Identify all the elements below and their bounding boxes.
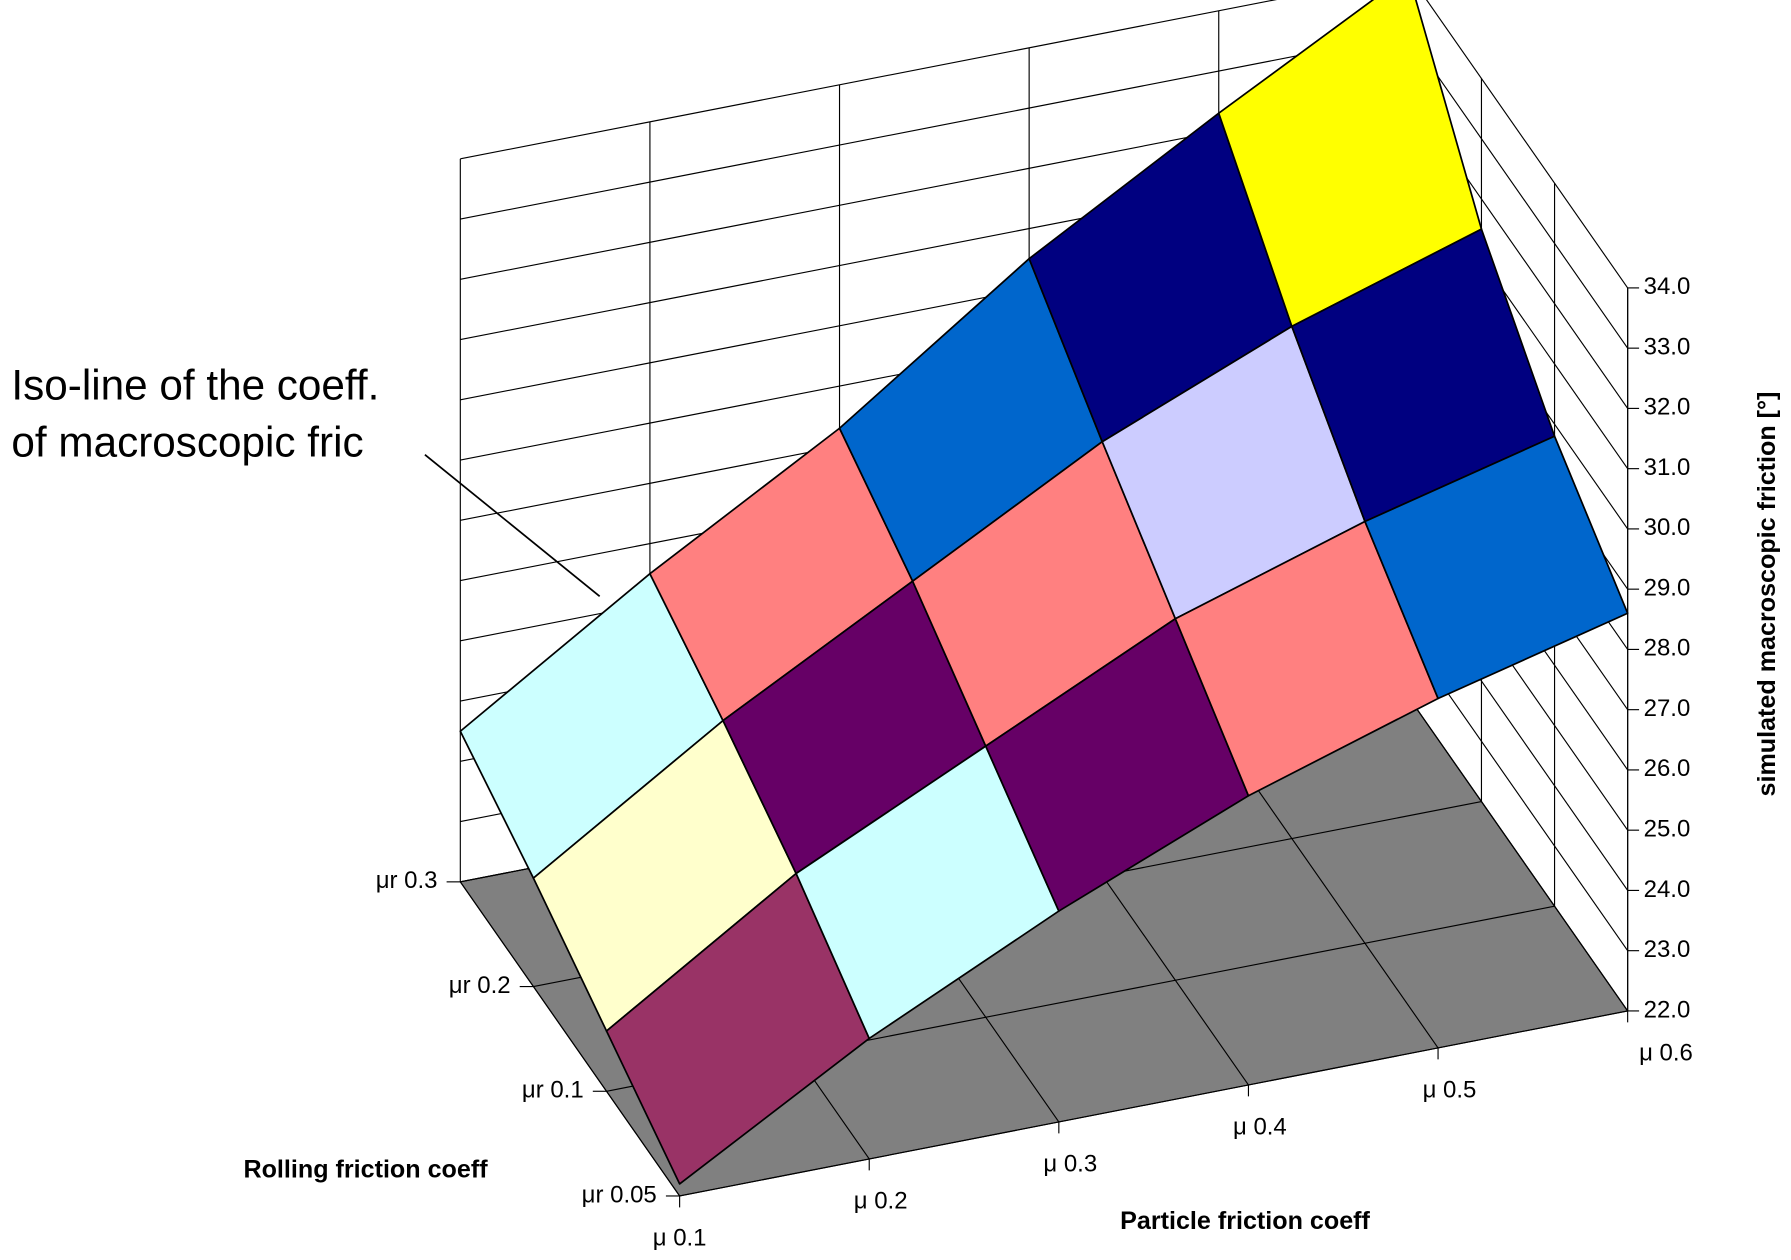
- y-tick-label: μr 0.3: [376, 867, 438, 894]
- z-tick-label: 25.0: [1644, 816, 1691, 843]
- surface-patch: [1364, 435, 1629, 700]
- y-axis-title: Rolling friction coeff: [243, 1155, 488, 1183]
- annotation: of macroscopic fric: [11, 419, 363, 466]
- grid-line: [1407, 696, 1629, 1012]
- z-tick-label: 31.0: [1644, 454, 1691, 481]
- floor-grid-line: [679, 1010, 1628, 1197]
- z-tick-label: 28.0: [1644, 635, 1691, 662]
- z-tick-label: 27.0: [1644, 695, 1691, 722]
- x-tick-label: μ 0.3: [1043, 1151, 1097, 1178]
- y-tick-label: μr 0.1: [522, 1077, 584, 1104]
- z-tick-label: 30.0: [1644, 514, 1691, 541]
- z-tick-label: 22.0: [1644, 996, 1691, 1023]
- floor-grid-line: [459, 881, 681, 1197]
- x-tick-label: μ 0.4: [1233, 1114, 1287, 1141]
- x-tick-label: μ 0.5: [1423, 1077, 1477, 1104]
- grid-line: [460, 33, 1409, 220]
- z-tick-label: 29.0: [1644, 574, 1691, 601]
- annotation: Iso-line of the coeff.: [11, 362, 379, 409]
- x-tick-label: μ 0.2: [854, 1188, 908, 1215]
- z-tick-label: 34.0: [1644, 273, 1691, 300]
- x-tick-label: μ 0.1: [653, 1225, 707, 1252]
- x-tick-label: μ 0.6: [1639, 1040, 1693, 1067]
- annotation-leader: [424, 454, 601, 597]
- z-tick-label: 32.0: [1644, 394, 1691, 421]
- z-tick-label: 26.0: [1644, 755, 1691, 782]
- y-tick-label: μr 0.05: [582, 1181, 657, 1208]
- grid-line: [1425, 0, 1629, 289]
- z-tick-label: 33.0: [1644, 333, 1691, 360]
- z-tick-label: 23.0: [1644, 936, 1691, 963]
- y-tick-label: μr 0.2: [449, 972, 511, 999]
- grid-line: [460, 0, 1278, 160]
- z-tick-label: 24.0: [1644, 876, 1691, 903]
- z-axis-title: simulated macroscopic friction [°]: [1753, 392, 1781, 797]
- grid-line: [1407, 33, 1629, 349]
- x-axis-title: Particle friction coeff: [1120, 1207, 1370, 1235]
